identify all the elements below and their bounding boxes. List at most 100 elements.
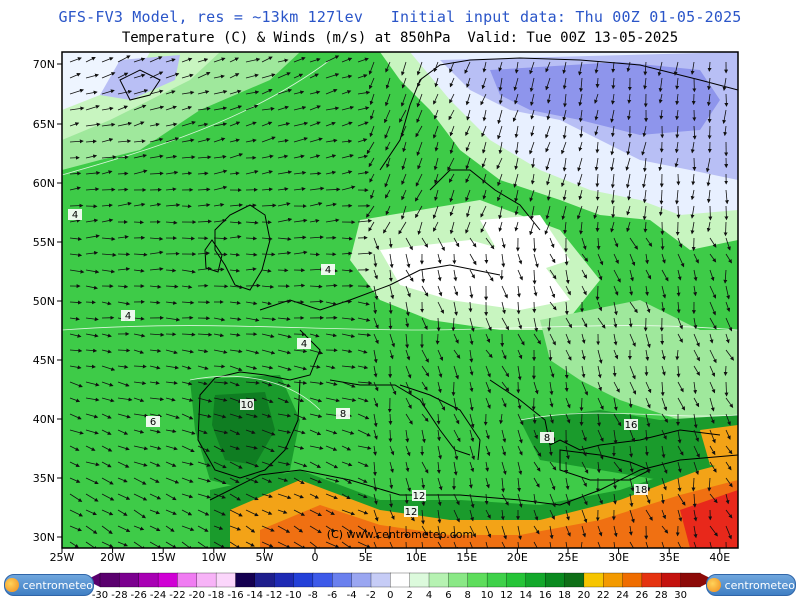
wind-arrow (661, 253, 666, 264)
wind-arrow (181, 284, 193, 289)
wind-arrow (69, 300, 82, 305)
brand-logo-left[interactable]: centrometeo (4, 574, 94, 596)
wind-arrow (645, 269, 652, 280)
wind-arrow (485, 477, 490, 489)
wind-arrow (645, 397, 651, 409)
wind-arrow (293, 137, 308, 143)
wind-arrow (261, 154, 274, 159)
wind-arrow (561, 173, 567, 187)
colorbar-label: -28 (111, 590, 127, 600)
wind-arrow (707, 61, 712, 72)
wind-arrow (357, 218, 373, 223)
wind-arrow (593, 205, 599, 220)
wind-arrow (245, 169, 259, 175)
wind-arrow (581, 237, 587, 250)
brand-logo-right[interactable]: centrometeo (706, 574, 796, 596)
wind-arrow (709, 237, 717, 248)
wind-arrow (693, 317, 698, 330)
wind-arrow (530, 173, 535, 185)
wind-arrow (466, 77, 471, 88)
wind-arrow (101, 493, 115, 501)
wind-arrow (101, 203, 113, 208)
wind-arrow (368, 61, 375, 75)
wind-arrow (529, 221, 535, 236)
wind-arrow (85, 429, 99, 435)
wind-arrow (341, 477, 352, 484)
wind-arrow (417, 157, 423, 170)
wind-arrow (149, 300, 161, 305)
wind-arrow (513, 173, 519, 188)
wind-arrow (229, 234, 242, 239)
wind-arrow (389, 349, 394, 360)
wind-arrow (469, 413, 475, 429)
wind-arrow (325, 218, 340, 223)
wind-arrow (613, 413, 622, 427)
wind-arrow (213, 137, 226, 143)
wind-arrow (101, 381, 114, 387)
wind-arrow (705, 157, 711, 173)
wind-arrow (85, 413, 99, 419)
colorbar-swatch (680, 572, 701, 588)
wind-arrow (645, 413, 651, 428)
wind-arrow (245, 493, 259, 501)
wind-arrow (229, 349, 243, 354)
wind-arrow (165, 413, 180, 419)
wind-arrow (325, 121, 336, 127)
wind-arrow (498, 93, 503, 105)
wind-arrow (436, 413, 441, 425)
wind-arrow (533, 445, 542, 457)
wind-arrow (213, 122, 228, 127)
wind-arrow (197, 187, 211, 192)
wind-arrow (213, 57, 226, 63)
wind-arrow (564, 365, 569, 379)
wind-arrow (693, 253, 699, 264)
wind-arrow (133, 364, 147, 369)
wind-arrow (384, 189, 391, 199)
wind-arrow (369, 173, 375, 183)
lon-label: 25W (50, 551, 75, 564)
wind-arrow (149, 284, 162, 289)
wind-arrow (501, 253, 506, 268)
wind-arrow (613, 381, 620, 393)
wind-arrow (437, 477, 443, 491)
wind-arrow (133, 73, 146, 79)
wind-arrow (229, 220, 242, 225)
wind-arrow (309, 284, 323, 289)
wind-arrow (481, 77, 487, 90)
wind-arrow (562, 77, 567, 90)
wind-arrow (545, 61, 551, 73)
wind-arrow (357, 477, 368, 483)
wind-arrow (676, 301, 681, 314)
wind-arrow (149, 267, 164, 272)
wind-arrow (594, 93, 599, 104)
wind-arrow (565, 477, 570, 490)
wind-arrow (517, 445, 523, 456)
colorbar-label: -20 (189, 590, 205, 600)
wind-arrow (400, 125, 407, 138)
wind-arrow (101, 429, 112, 435)
wind-arrow (293, 250, 308, 255)
wind-arrow (325, 445, 338, 451)
wind-arrow (101, 461, 112, 468)
wind-arrow (421, 269, 426, 284)
wind-arrow (309, 461, 322, 468)
wind-arrow (245, 380, 260, 385)
wind-arrow (341, 185, 356, 191)
wind-arrow (388, 269, 393, 282)
wind-arrow (277, 187, 289, 192)
wind-arrow (658, 205, 663, 216)
wind-arrow (645, 253, 649, 265)
wind-arrow (325, 365, 336, 370)
wind-arrow (677, 237, 683, 248)
wind-arrow (245, 301, 258, 306)
wind-arrow (325, 397, 340, 403)
wind-arrow (309, 137, 323, 143)
wind-arrow (149, 171, 164, 176)
wind-arrow (101, 365, 116, 371)
wind-arrow (101, 236, 116, 241)
wind-arrow (197, 413, 212, 419)
wind-arrow (85, 139, 97, 144)
wind-arrow (565, 317, 573, 329)
wind-arrow (709, 285, 717, 299)
wind-arrow (485, 333, 491, 344)
